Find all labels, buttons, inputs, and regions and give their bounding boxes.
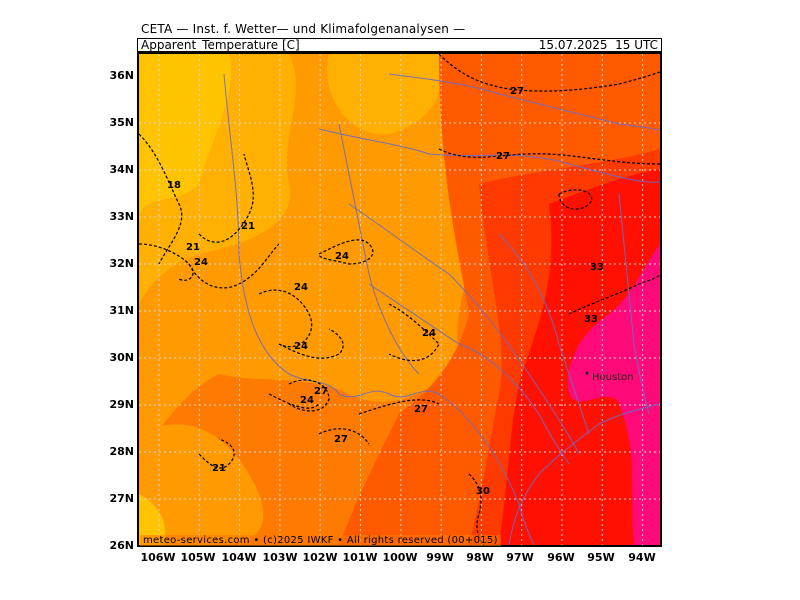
- contour-24-b: [318, 239, 374, 265]
- contour-24-a: [188, 243, 280, 289]
- lat-label: 29N: [109, 398, 134, 411]
- contour-33-a: [558, 189, 593, 210]
- lat-label: 34N: [109, 163, 134, 176]
- contour-label: 24: [335, 251, 349, 262]
- lon-label: 103W: [262, 551, 298, 564]
- info-bar: Apparent_Temperature [C] 15.07.2025 15 U…: [137, 38, 662, 52]
- contour-30: [468, 473, 485, 545]
- lon-label: 97W: [506, 551, 534, 564]
- lon-label: 94W: [628, 551, 656, 564]
- contour-24-f: [268, 393, 320, 409]
- contour-label: 24: [300, 395, 314, 406]
- contour-label: 21: [186, 242, 200, 253]
- lon-label: 95W: [587, 551, 615, 564]
- contour-label: 24: [422, 328, 436, 339]
- red-river: [318, 128, 660, 183]
- band-18-21-b: [327, 54, 442, 135]
- contour-27-c: [288, 379, 330, 412]
- contour-33-b: [568, 273, 660, 315]
- band-36-39: [568, 244, 660, 545]
- contour-label: 27: [334, 434, 348, 445]
- lat-label: 27N: [109, 492, 134, 505]
- lon-label: 99W: [426, 551, 454, 564]
- lat-label: 31N: [109, 304, 134, 317]
- colorado-river: [368, 283, 570, 465]
- contour-label: 21: [212, 463, 226, 474]
- contour-27-d: [358, 399, 440, 415]
- lon-label: 105W: [180, 551, 216, 564]
- lon-label: 100W: [382, 551, 418, 564]
- lat-label: 26N: [109, 539, 134, 552]
- contour-27-mid: [438, 148, 660, 165]
- city-houston: Houston: [585, 371, 634, 383]
- contour-24-c: [258, 289, 313, 348]
- pecos-river: [338, 123, 420, 375]
- canadian-river: [388, 73, 660, 131]
- trinity-river: [498, 233, 590, 435]
- gulf-coastline: [508, 403, 660, 545]
- band-15-18-south: [139, 494, 166, 545]
- contour-27-north: [438, 54, 660, 92]
- lat-label: 33N: [109, 210, 134, 223]
- rio-grande: [223, 73, 535, 545]
- map-panel: 27 27 18 21 21 24 24 33 24 33 24 24 27 2…: [137, 52, 662, 547]
- contour-label: 18: [167, 180, 181, 191]
- contour-27-e: [318, 428, 370, 445]
- lat-label: 36N: [109, 69, 134, 82]
- valid-time-label: 15.07.2025 15 UTC: [538, 38, 658, 52]
- contour-21-c: [198, 438, 235, 469]
- brazos-river: [348, 203, 580, 455]
- lon-label: 101W: [342, 551, 378, 564]
- contour-24-e: [278, 328, 344, 359]
- city-label: Houston: [592, 372, 634, 383]
- lon-label: 104W: [221, 551, 257, 564]
- lat-label: 30N: [109, 351, 134, 364]
- contour-lines: [139, 54, 660, 545]
- contour-label-group: 27 27 18 21 21 24 24 33 24 33 24 24 27 2…: [167, 86, 604, 497]
- lat-label: 35N: [109, 116, 134, 129]
- contour-18: [139, 133, 183, 265]
- lon-label: 106W: [140, 551, 176, 564]
- contour-label: 33: [590, 262, 604, 273]
- parameter-label: Apparent_Temperature [C]: [141, 38, 300, 52]
- rivers-and-borders: [223, 73, 660, 545]
- model-title: CETA — Inst. f. Wetter— und Klimafolgena…: [141, 22, 466, 36]
- contour-label: 24: [294, 341, 308, 352]
- contour-label: 27: [314, 386, 328, 397]
- lat-label: 28N: [109, 445, 134, 458]
- band-15-18: [139, 54, 232, 214]
- map-canvas: 27 27 18 21 21 24 24 33 24 33 24 24 27 2…: [139, 54, 660, 545]
- contour-label: 24: [194, 257, 208, 268]
- lon-label: 102W: [302, 551, 338, 564]
- contour-label: 27: [510, 86, 524, 97]
- lat-lon-grid: [139, 54, 660, 545]
- contour-24-d: [388, 303, 440, 362]
- lon-label: 96W: [547, 551, 575, 564]
- contour-label: 21: [241, 221, 255, 232]
- sabine-river: [618, 193, 650, 415]
- city-marker: [585, 371, 589, 375]
- contour-label: 27: [414, 404, 428, 415]
- copyright-notice: meteo-services.com • (c)2025 IWKF • All …: [140, 535, 501, 546]
- band-21-24-south: [139, 424, 264, 545]
- contour-label: 30: [476, 486, 490, 497]
- contour-label: 27: [496, 151, 510, 162]
- contour-label: 33: [584, 314, 598, 325]
- contour-label: 24: [294, 282, 308, 293]
- lat-label: 32N: [109, 257, 134, 270]
- lon-label: 98W: [466, 551, 494, 564]
